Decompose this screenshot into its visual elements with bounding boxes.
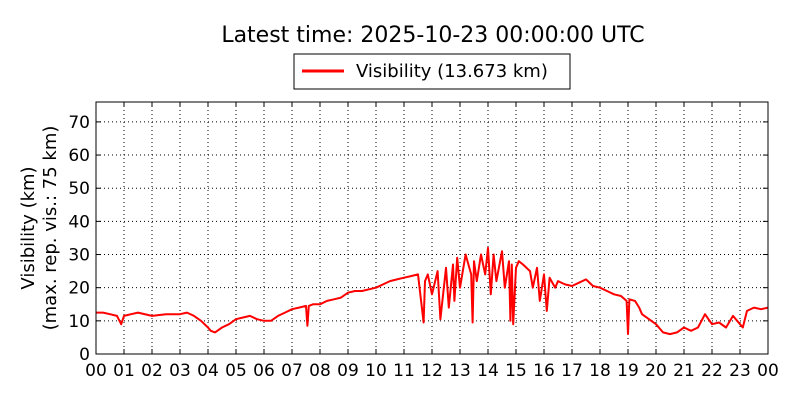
tick-labels: 00 01 02 03 04 05 06 07 08 09 10 11 12 13 14 15 16 17 18 19…	[68, 113, 778, 381]
y-axis-label-main: Visibility (km)	[18, 166, 39, 289]
x-tick-label: 09	[337, 361, 359, 381]
grid	[96, 102, 768, 354]
x-tick-label: 10	[365, 361, 387, 381]
x-tick-label: 01	[113, 361, 135, 381]
y-tick-label: 70	[68, 113, 90, 133]
chart-title: Latest time: 2025-10-23 00:00:00 UTC	[221, 23, 644, 48]
y-axis-label: Visibility (km) (max. rep. vis.: 75 km)	[18, 126, 61, 331]
series-line-visibility	[96, 246, 768, 336]
y-tick-label: 60	[68, 146, 90, 166]
x-tick-label: 13	[449, 361, 471, 381]
x-tick-label: 04	[197, 361, 219, 381]
x-tick-label: 21	[673, 361, 695, 381]
x-tick-label: 12	[421, 361, 443, 381]
x-tick-label: 17	[561, 361, 583, 381]
x-tick-label: 23	[729, 361, 751, 381]
x-tick-label: 18	[589, 361, 611, 381]
x-tick-label: 00	[757, 361, 779, 381]
x-tick-label: 08	[309, 361, 331, 381]
y-tick-label: 0	[79, 345, 90, 365]
y-axis-label-sub: (max. rep. vis.: 75 km)	[40, 126, 61, 331]
plot-frame	[95, 101, 769, 355]
x-tick-label: 06	[253, 361, 275, 381]
x-tick-label: 11	[393, 361, 415, 381]
y-tick-label: 20	[68, 279, 90, 299]
x-tick-label: 00	[85, 361, 107, 381]
y-tick-label: 30	[68, 246, 90, 266]
x-tick-label: 03	[169, 361, 191, 381]
axis-ticks	[95, 102, 769, 355]
x-tick-label: 19	[617, 361, 639, 381]
x-tick-label: 20	[645, 361, 667, 381]
y-tick-label: 40	[68, 212, 90, 232]
x-tick-label: 07	[281, 361, 303, 381]
x-tick-label: 02	[141, 361, 163, 381]
x-tick-label: 22	[701, 361, 723, 381]
x-tick-label: 14	[477, 361, 499, 381]
legend: Visibility (13.673 km)	[293, 53, 571, 90]
y-tick-label: 10	[68, 312, 90, 332]
x-tick-label: 05	[225, 361, 247, 381]
x-tick-label: 16	[533, 361, 555, 381]
x-tick-label: 15	[505, 361, 527, 381]
y-tick-label: 50	[68, 179, 90, 199]
legend-label: Visibility (13.673 km)	[356, 61, 548, 82]
